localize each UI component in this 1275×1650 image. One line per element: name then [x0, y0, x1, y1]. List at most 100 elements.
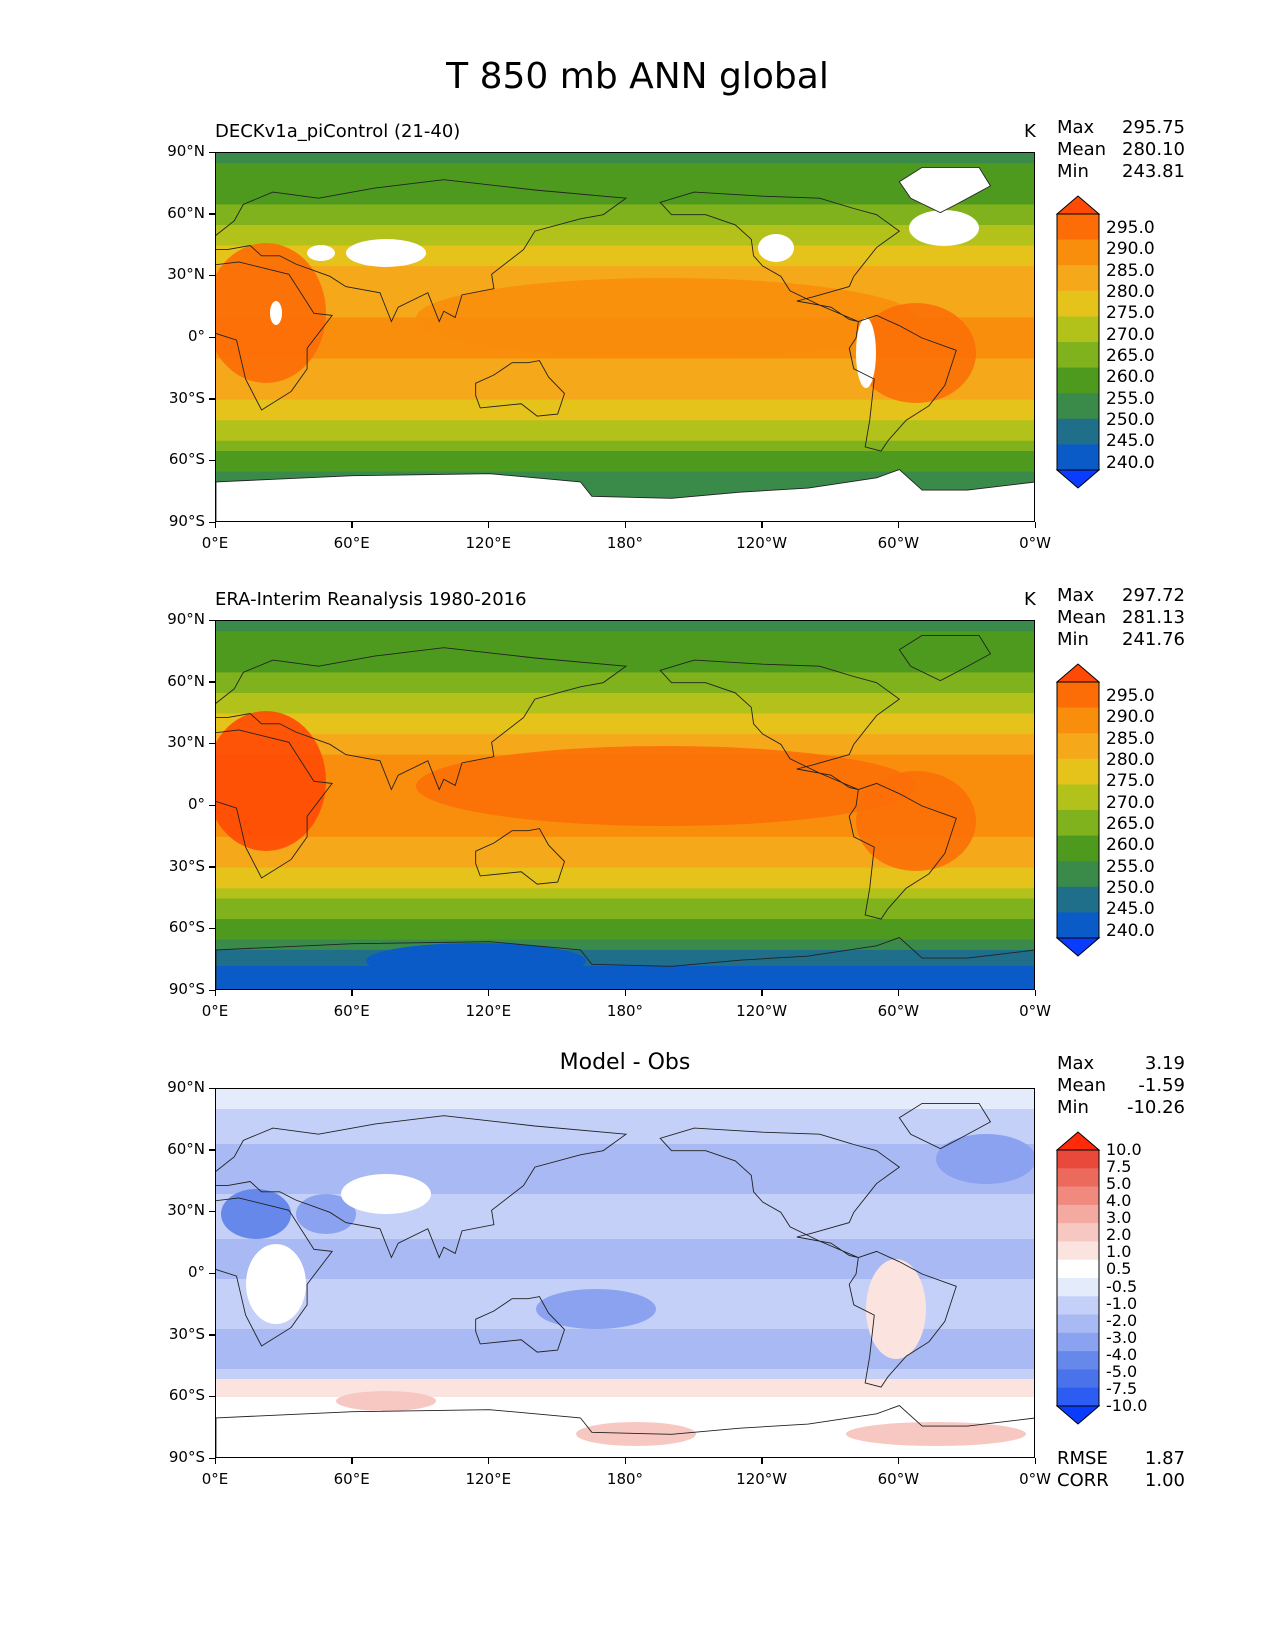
colorbar-segment — [1057, 1278, 1099, 1297]
stat-label: Mean — [1057, 1075, 1107, 1096]
y-tick-label: 30°S — [168, 856, 205, 875]
temperature-band — [216, 461, 1034, 473]
coastline-australia — [475, 360, 566, 417]
colorbar-segment — [1057, 707, 1099, 734]
colorbar-label: 5.0 — [1106, 1174, 1132, 1194]
difference-patch — [576, 1422, 696, 1446]
y-tick-label: 30°N — [167, 1201, 205, 1220]
y-tick-mark — [209, 1395, 215, 1398]
x-tick-mark — [1034, 1458, 1036, 1464]
panel-title: DECKv1a_piControl (21-40) — [215, 121, 461, 142]
y-tick-label: 30°N — [167, 733, 205, 752]
y-tick-label: 30°S — [168, 388, 205, 407]
colorbar-label: 265.0 — [1106, 814, 1155, 834]
difference-patch — [221, 1189, 291, 1239]
colorbar-label: 260.0 — [1106, 835, 1155, 856]
warm-patch-pacific — [416, 278, 916, 358]
masked-terrain — [758, 234, 794, 262]
colorbar-segment — [1057, 367, 1099, 394]
y-tick-mark — [209, 1334, 215, 1336]
x-tick-label: 120°W — [736, 1002, 788, 1020]
temperature-band — [216, 389, 1034, 401]
footer-stat-value: 1.00 — [1144, 1470, 1185, 1491]
difference-patch — [866, 1259, 926, 1359]
colorbar-label: 260.0 — [1106, 367, 1155, 388]
colorbar-label: 250.0 — [1106, 410, 1155, 430]
difference-band — [216, 1144, 1034, 1194]
stat-value: 281.13 — [1122, 607, 1185, 628]
colorbar-label: 280.0 — [1106, 282, 1155, 302]
stat-row: Max 295.75 — [1057, 117, 1185, 139]
map-1 — [215, 620, 1035, 990]
x-tick-label: 60°W — [877, 1002, 920, 1020]
y-tick-mark — [209, 1149, 215, 1151]
temperature-band — [216, 245, 1034, 257]
x-tick-label: 0°W — [1019, 1470, 1051, 1488]
warm-patch-s-america — [856, 771, 976, 871]
stat-value: 295.75 — [1122, 117, 1185, 138]
stat-row: Min 243.81 — [1057, 161, 1185, 183]
coastline-europe_asia — [216, 179, 628, 323]
y-tick-mark — [209, 151, 215, 153]
y-tick-label: 60°N — [167, 203, 205, 222]
x-tick-mark — [351, 990, 353, 996]
x-tick-mark — [1034, 990, 1036, 996]
temperature-band — [216, 857, 1034, 869]
warm-patch-pacific — [416, 746, 916, 826]
coastline-australia — [475, 1296, 566, 1353]
temperature-band — [216, 682, 1034, 694]
coastline-south_america — [848, 314, 957, 452]
colorbar-label: -0.5 — [1106, 1276, 1138, 1296]
colorbar-label: 255.0 — [1106, 388, 1155, 409]
difference-patch — [336, 1391, 436, 1411]
x-tick-label: 0°E — [201, 534, 229, 552]
temperature-band — [216, 641, 1034, 653]
coastline-antarctica — [216, 469, 1034, 521]
colorbar-segment — [1057, 810, 1099, 837]
stat-label: Min — [1057, 629, 1089, 650]
x-tick-mark — [351, 1458, 353, 1464]
map-field-2 — [216, 1089, 1034, 1457]
colorbar-label: -2.0 — [1106, 1310, 1138, 1330]
y-tick-label: 90°N — [167, 1078, 205, 1096]
stats-box: Max 295.75 Mean 280.10 Min 243.81 — [1057, 117, 1185, 183]
stat-label: Mean — [1057, 139, 1107, 160]
colorbar-segment — [1057, 1296, 1099, 1316]
colorbar-min-arrow — [1055, 1405, 1101, 1425]
stat-label: Max — [1057, 117, 1095, 138]
colorbar-2 — [1055, 1131, 1101, 1425]
y-tick-label: 60°N — [167, 1139, 205, 1158]
colorbar-label: 270.0 — [1106, 324, 1155, 345]
units-label: K — [1024, 121, 1036, 142]
colorbar-label: 275.0 — [1106, 303, 1155, 324]
stat-label: Min — [1057, 1097, 1089, 1118]
x-tick-mark — [1034, 522, 1036, 528]
antarctica-mask — [216, 469, 1034, 521]
colorbar-segment — [1057, 861, 1099, 888]
colorbar-segment — [1057, 886, 1099, 913]
colorbar-segment — [1057, 1186, 1099, 1206]
x-tick-label: 180° — [606, 534, 644, 552]
y-tick-mark — [209, 459, 215, 462]
footer-stat-label: RMSE — [1057, 1448, 1108, 1469]
masked-terrain — [346, 239, 426, 267]
stat-row: Min 241.76 — [1057, 629, 1185, 651]
stat-value: 243.81 — [1122, 161, 1185, 182]
temperature-band — [216, 224, 1034, 237]
colorbar-label: -1.0 — [1106, 1293, 1138, 1313]
temperature-band — [216, 481, 1034, 494]
colorbar-label: 3.0 — [1106, 1208, 1132, 1228]
x-tick-label: 60°E — [333, 1470, 370, 1488]
colorbar-segment — [1057, 1387, 1099, 1407]
temperature-band — [216, 358, 1034, 370]
temperature-band — [216, 703, 1034, 715]
coastline-europe_asia — [216, 647, 628, 791]
colorbar-label: 295.0 — [1106, 218, 1155, 238]
difference-patch — [846, 1422, 1026, 1446]
colorbar-segment — [1057, 1204, 1099, 1224]
difference-patch — [341, 1174, 431, 1214]
colorbar-segment — [1057, 1369, 1099, 1389]
x-tick-mark — [624, 522, 626, 528]
y-tick-label: 0° — [187, 327, 205, 345]
colorbar-label: 7.5 — [1106, 1157, 1132, 1177]
